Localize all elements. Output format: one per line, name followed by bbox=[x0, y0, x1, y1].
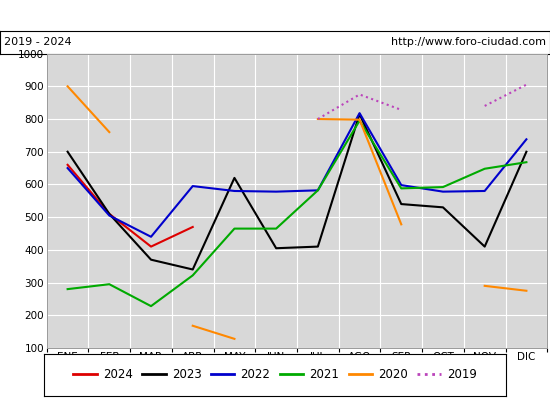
Text: 2019 - 2024: 2019 - 2024 bbox=[4, 37, 72, 47]
Text: http://www.foro-ciudad.com: http://www.foro-ciudad.com bbox=[390, 37, 546, 47]
Legend: 2024, 2023, 2022, 2021, 2020, 2019: 2024, 2023, 2022, 2021, 2020, 2019 bbox=[69, 364, 481, 386]
Text: Evolucion Nº Turistas Nacionales en el municipio de Santa Marta: Evolucion Nº Turistas Nacionales en el m… bbox=[54, 9, 496, 22]
